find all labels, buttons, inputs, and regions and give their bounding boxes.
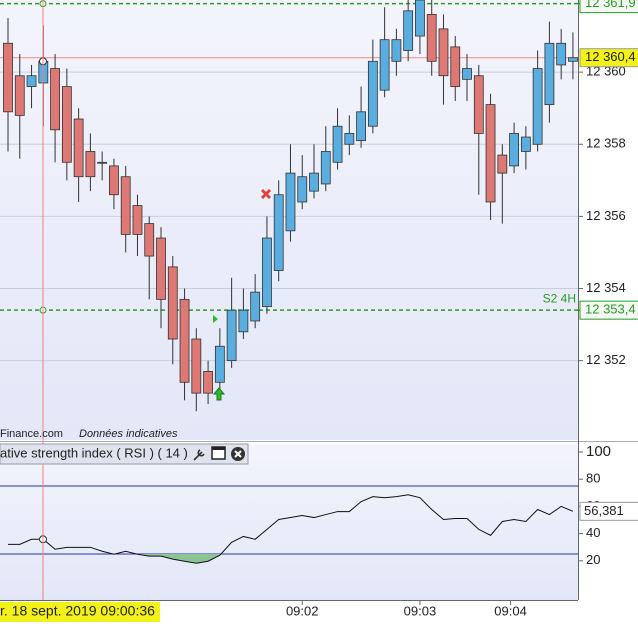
candle-body (473, 75, 484, 134)
y-tick-label: 80 (586, 471, 600, 486)
candle-body (520, 136, 531, 152)
candle-body (3, 42, 13, 113)
candle-body (544, 42, 555, 105)
candle-body (556, 42, 567, 66)
candle-body (403, 10, 414, 51)
candle-body (426, 14, 437, 62)
candle-body (109, 165, 119, 196)
indicator-tools[interactable] (193, 446, 245, 461)
last-price-box (579, 48, 638, 68)
y-tick-label: 40 (586, 525, 600, 540)
y-tick-label: 12 356 (586, 208, 626, 223)
candle-body (156, 237, 166, 300)
candle-body (438, 28, 449, 77)
candle-body (50, 68, 60, 131)
buy-arrow (212, 387, 226, 401)
last-price-label: 12 360,4 (585, 49, 636, 64)
cursor-label-box (0, 602, 160, 622)
level-name: S2 4H (543, 291, 576, 305)
candle-body (462, 68, 472, 80)
x-tick-label: 09:02 (286, 603, 319, 618)
candle-body (297, 176, 308, 203)
y-tick-label: 12 360 (586, 64, 626, 79)
sell-marker (260, 188, 272, 200)
candle-body (320, 151, 331, 185)
candle-body (509, 133, 519, 167)
y-tick-label: 100 (586, 443, 611, 460)
x-tick-label: 09:03 (404, 603, 437, 618)
level-label-box (579, 300, 638, 320)
source-label: Finance.com (0, 428, 63, 440)
signal-marker (213, 315, 218, 323)
candle-body (167, 266, 178, 340)
y-tick-label: 12 354 (586, 280, 626, 295)
candle-body (214, 345, 225, 383)
rsi-line (8, 494, 574, 564)
candle-body (132, 205, 143, 235)
level-label: 12 353,4 (585, 302, 636, 317)
level-label-box (579, 0, 638, 14)
candle-body (73, 118, 84, 178)
candle-body (191, 338, 202, 394)
candle-body (226, 309, 237, 362)
candle-body (356, 111, 366, 142)
y-tick-label: 20 (586, 552, 600, 567)
close-icon-x (234, 450, 242, 458)
candle-body (262, 237, 272, 307)
cursor-label: r. 18 sept. 2019 09:00:36 (0, 603, 155, 619)
candle-body (309, 172, 319, 192)
candle-body (26, 75, 37, 87)
candle-body (85, 151, 96, 178)
candle-body (285, 172, 296, 232)
candle-body (61, 86, 72, 163)
candle-body (485, 104, 496, 203)
candle-body (203, 371, 213, 394)
candle-body (273, 194, 284, 271)
value-label-box (579, 501, 638, 521)
x-tick-label: 09:04 (494, 603, 527, 618)
rsi-panel (0, 444, 578, 600)
candle-body (332, 125, 343, 163)
window-icon-bar (212, 447, 225, 450)
level-label: 12 361,9 (585, 0, 636, 10)
disclaimer: Données indicatives (79, 428, 178, 440)
candle-body (532, 68, 543, 145)
indicator-title: ative strength index ( RSI ) ( 14 ) (0, 445, 188, 460)
candle-body (120, 176, 131, 235)
indicator-header (0, 443, 249, 465)
candle-body (344, 133, 355, 145)
candle-body (14, 75, 25, 116)
candle-body (367, 60, 378, 127)
candle-body (144, 223, 155, 257)
y-tick-label: 12 358 (586, 136, 626, 151)
candle-body (450, 46, 461, 87)
candle-body (497, 154, 508, 174)
candle-body (391, 39, 402, 62)
candle-body (415, 0, 425, 37)
candle-body (250, 291, 261, 322)
y-tick-label: 12 352 (586, 352, 626, 367)
candle-body (179, 298, 190, 383)
value-label: 56,381 (584, 503, 624, 518)
candle-body (568, 57, 578, 62)
candle-body (379, 39, 390, 91)
candle-body (238, 309, 249, 333)
candle-body (97, 161, 108, 164)
settings-icon[interactable] (193, 449, 205, 461)
